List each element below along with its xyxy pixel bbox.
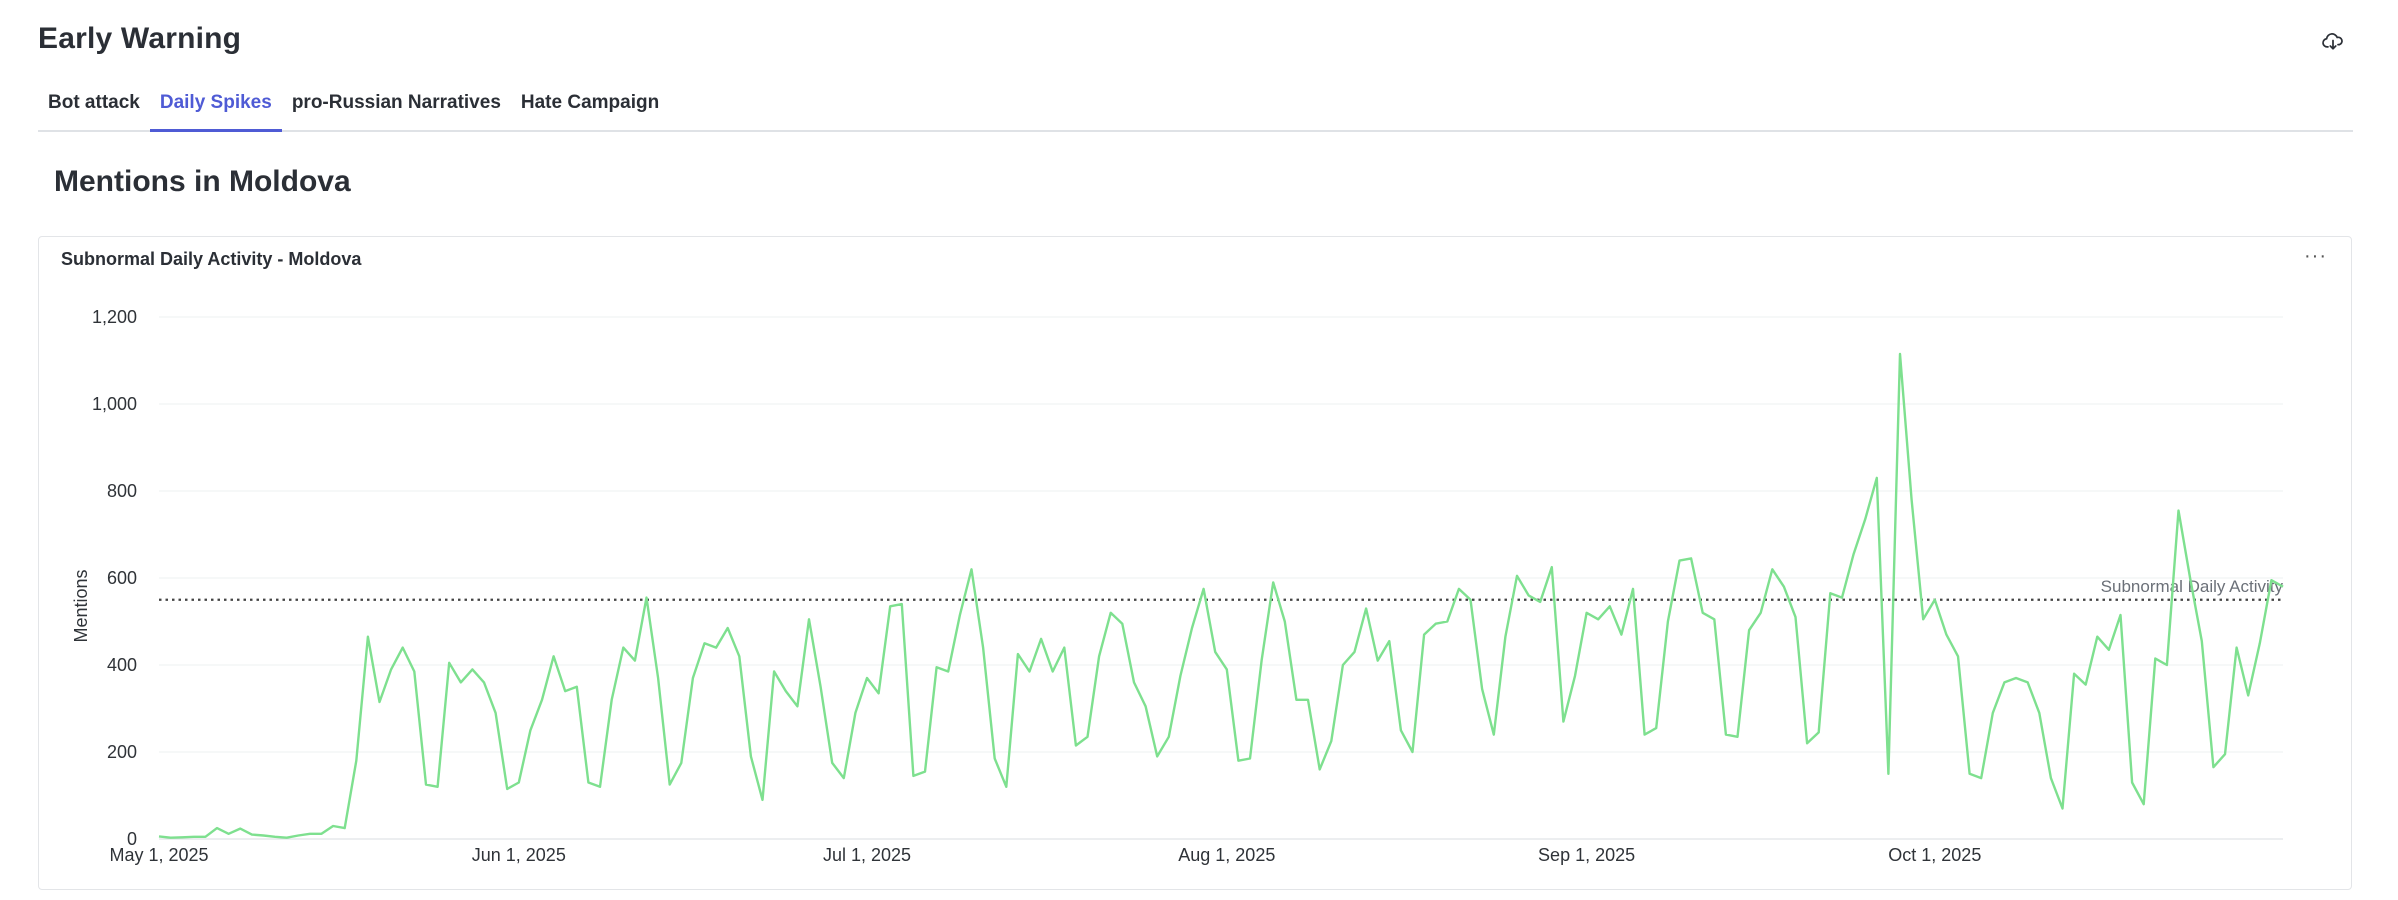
app-title: Early Warning: [38, 22, 242, 55]
cloud-download-icon: [2322, 33, 2343, 50]
x-tick-label: Oct 1, 2025: [1888, 845, 1981, 865]
y-tick-label: 200: [107, 742, 137, 762]
y-tick-label: 400: [107, 655, 137, 675]
y-tick-label: 1,200: [92, 307, 137, 327]
y-tick-label: 1,000: [92, 394, 137, 414]
chart-panel: Subnormal Daily Activity - Moldova ··· 0…: [38, 236, 2352, 890]
x-tick-label: Jun 1, 2025: [472, 845, 566, 865]
x-tick-label: May 1, 2025: [109, 845, 208, 865]
line-chart: 0 200 400 600 800 1,000 1,200 May 1, 2025 Jun 1,…: [71, 307, 2284, 865]
download-button[interactable]: [2316, 26, 2350, 56]
y-tick-label: 0: [127, 829, 137, 849]
more-horizontal-icon[interactable]: ···: [2304, 245, 2327, 267]
panel-title: Subnormal Daily Activity - Moldova: [61, 249, 362, 269]
x-tick-label: Aug 1, 2025: [1178, 845, 1275, 865]
y-tick-label: 800: [107, 481, 137, 501]
tab-daily-spikes[interactable]: Daily Spikes: [149, 84, 282, 132]
x-tick-label: Sep 1, 2025: [1538, 845, 1635, 865]
y-tick-label: 600: [107, 568, 137, 588]
series-line: [158, 352, 2284, 839]
x-tick-label: Jul 1, 2025: [823, 845, 911, 865]
tab-hate-campaign[interactable]: Hate Campaign: [520, 92, 660, 113]
y-axis-label: Mentions: [71, 569, 91, 642]
tab-pro-russian-narratives[interactable]: pro-Russian Narratives: [291, 92, 501, 113]
tab-bot-attack[interactable]: Bot attack: [48, 92, 140, 113]
section-title: Mentions in Moldova: [54, 165, 351, 198]
tab-bar: Bot attack Daily Spikes pro-Russian Narr…: [38, 84, 2353, 132]
